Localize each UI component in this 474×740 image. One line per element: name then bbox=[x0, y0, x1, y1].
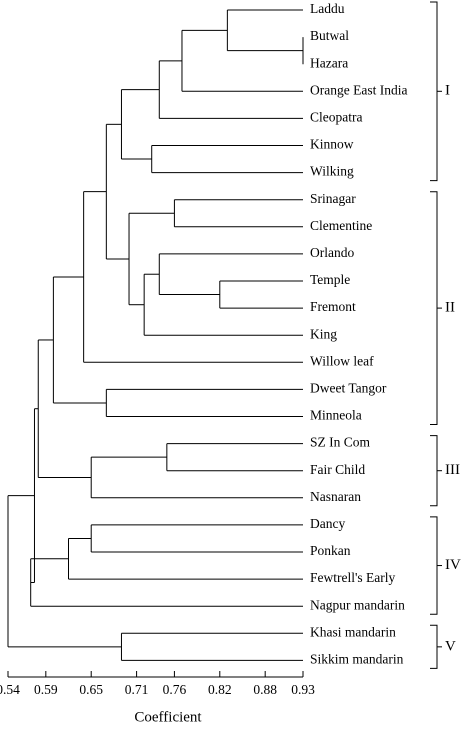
leaf-label: Fewtrell's Early bbox=[310, 570, 396, 585]
leaf-label: Minneola bbox=[310, 408, 362, 423]
x-axis-label: Coefficient bbox=[134, 709, 202, 725]
group-label: I bbox=[445, 83, 450, 99]
leaf-label: Hazara bbox=[310, 55, 348, 70]
leaf-label: SZ In Com bbox=[310, 435, 371, 450]
x-tick-label: 0.59 bbox=[34, 682, 58, 697]
x-tick-label: 0.65 bbox=[79, 682, 103, 697]
leaf-label: Wilking bbox=[310, 164, 354, 179]
leaf-label: Srinagar bbox=[310, 191, 356, 206]
leaf-label: Laddu bbox=[310, 1, 345, 16]
leaf-label: Temple bbox=[310, 272, 350, 287]
leaf-label: Dweet Tangor bbox=[310, 380, 387, 395]
leaf-label: Clementine bbox=[310, 218, 372, 233]
leaf-label: Orange East India bbox=[310, 82, 407, 97]
leaf-label: Ponkan bbox=[310, 543, 351, 558]
leaf-label: Nasnaran bbox=[310, 489, 361, 504]
x-tick-label: 0.76 bbox=[163, 682, 187, 697]
leaf-label: Willow leaf bbox=[310, 353, 374, 368]
leaf-label: Dancy bbox=[310, 516, 345, 531]
group-label: III bbox=[445, 462, 460, 478]
leaf-label: Fremont bbox=[310, 299, 356, 314]
group-bracket bbox=[430, 516, 438, 615]
group-label: II bbox=[445, 300, 455, 316]
leaf-label: King bbox=[310, 326, 337, 341]
x-tick-label: 0.71 bbox=[125, 682, 149, 697]
leaf-label: Orlando bbox=[310, 245, 354, 260]
group-label: IV bbox=[445, 557, 461, 573]
x-tick-label: 0.54 bbox=[0, 682, 20, 697]
x-tick-label: 0.82 bbox=[208, 682, 232, 697]
x-tick-label: 0.93 bbox=[291, 682, 315, 697]
leaf-label: Kinnow bbox=[310, 137, 354, 152]
group-bracket bbox=[430, 191, 438, 425]
leaf-label: Nagpur mandarin bbox=[310, 597, 405, 612]
leaf-label: Sikkim mandarin bbox=[310, 651, 404, 666]
leaf-label: Cleopatra bbox=[310, 109, 362, 124]
leaf-label: Khasi mandarin bbox=[310, 624, 396, 639]
group-bracket bbox=[430, 1, 438, 182]
group-label: V bbox=[445, 638, 456, 654]
group-bracket bbox=[430, 624, 438, 669]
leaf-label: Butwal bbox=[310, 28, 349, 43]
leaf-label: Fair Child bbox=[310, 462, 365, 477]
x-tick-label: 0.88 bbox=[253, 682, 277, 697]
group-bracket bbox=[430, 435, 438, 507]
